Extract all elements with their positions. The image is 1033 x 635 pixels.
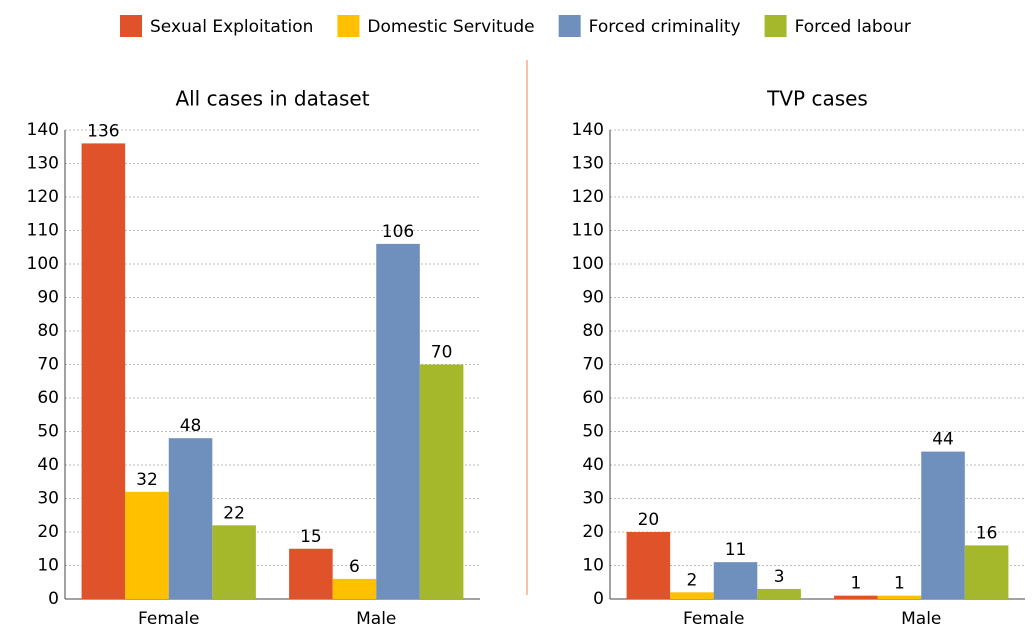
y-tick-label: 40 bbox=[37, 455, 59, 475]
y-tick-label: 50 bbox=[582, 422, 604, 442]
x-tick-label: Male bbox=[901, 609, 941, 629]
data-label: 1 bbox=[894, 574, 905, 594]
y-tick-label: 100 bbox=[27, 254, 59, 274]
data-label: 2 bbox=[687, 570, 698, 590]
legend-swatch bbox=[764, 15, 787, 37]
bar bbox=[626, 532, 671, 599]
y-tick-label: 100 bbox=[572, 254, 604, 274]
legend-swatch bbox=[337, 15, 360, 37]
data-label: 70 bbox=[431, 343, 453, 363]
y-tick-label: 80 bbox=[37, 321, 59, 341]
data-label: 20 bbox=[638, 510, 660, 530]
bar bbox=[713, 562, 758, 599]
y-tick-label: 90 bbox=[37, 288, 59, 308]
y-tick-label: 130 bbox=[27, 154, 59, 174]
legend-swatch bbox=[558, 15, 581, 37]
y-tick-label: 80 bbox=[582, 321, 604, 341]
y-tick-label: 20 bbox=[582, 522, 604, 542]
legend-label: Forced labour bbox=[795, 17, 911, 37]
legend-label: Forced criminality bbox=[589, 17, 741, 37]
bar bbox=[376, 243, 420, 599]
y-tick-label: 110 bbox=[572, 221, 604, 241]
x-tick-label: Male bbox=[356, 609, 396, 629]
data-label: 106 bbox=[382, 222, 414, 242]
data-label: 16 bbox=[976, 523, 998, 543]
bar bbox=[834, 595, 878, 599]
bar bbox=[81, 143, 126, 599]
y-tick-label: 60 bbox=[582, 388, 604, 408]
bar bbox=[419, 364, 464, 599]
bar bbox=[877, 595, 922, 599]
chart-title: TVP cases bbox=[766, 87, 868, 111]
data-label: 15 bbox=[300, 527, 322, 547]
bar bbox=[670, 592, 714, 599]
y-tick-label: 30 bbox=[37, 489, 59, 509]
bar bbox=[212, 525, 256, 599]
legend-label: Domestic Servitude bbox=[367, 17, 534, 37]
bar bbox=[332, 578, 377, 599]
bar bbox=[964, 545, 1009, 599]
y-tick-label: 70 bbox=[582, 355, 604, 375]
y-tick-label: 10 bbox=[37, 556, 59, 576]
data-label: 136 bbox=[87, 121, 119, 141]
chart-title: All cases in dataset bbox=[175, 87, 369, 111]
y-tick-label: 20 bbox=[37, 522, 59, 542]
y-tick-label: 0 bbox=[593, 589, 604, 609]
bar bbox=[168, 438, 213, 599]
y-tick-label: 120 bbox=[27, 187, 59, 207]
y-tick-label: 120 bbox=[572, 187, 604, 207]
y-tick-label: 90 bbox=[582, 288, 604, 308]
data-label: 1 bbox=[850, 574, 861, 594]
data-label: 44 bbox=[932, 430, 954, 450]
data-label: 32 bbox=[136, 470, 158, 490]
y-tick-label: 30 bbox=[582, 489, 604, 509]
data-label: 22 bbox=[223, 503, 245, 523]
x-tick-label: Female bbox=[683, 609, 744, 629]
bar bbox=[125, 491, 169, 599]
bar bbox=[289, 548, 333, 599]
y-tick-label: 140 bbox=[572, 120, 604, 140]
y-tick-label: 70 bbox=[37, 355, 59, 375]
legend-label: Sexual Exploitation bbox=[150, 17, 313, 37]
data-label: 6 bbox=[349, 557, 360, 577]
bar bbox=[757, 588, 801, 599]
y-tick-label: 60 bbox=[37, 388, 59, 408]
data-label: 48 bbox=[180, 416, 202, 436]
y-tick-label: 10 bbox=[582, 556, 604, 576]
y-tick-label: 140 bbox=[27, 120, 59, 140]
y-tick-label: 0 bbox=[48, 589, 59, 609]
data-label: 3 bbox=[774, 567, 785, 587]
data-label: 11 bbox=[725, 540, 747, 560]
y-tick-label: 40 bbox=[582, 455, 604, 475]
y-tick-label: 130 bbox=[572, 154, 604, 174]
legend-swatch bbox=[120, 15, 142, 37]
x-tick-label: Female bbox=[138, 609, 199, 629]
y-tick-label: 50 bbox=[37, 422, 59, 442]
y-tick-label: 110 bbox=[27, 221, 59, 241]
bar bbox=[921, 451, 965, 599]
